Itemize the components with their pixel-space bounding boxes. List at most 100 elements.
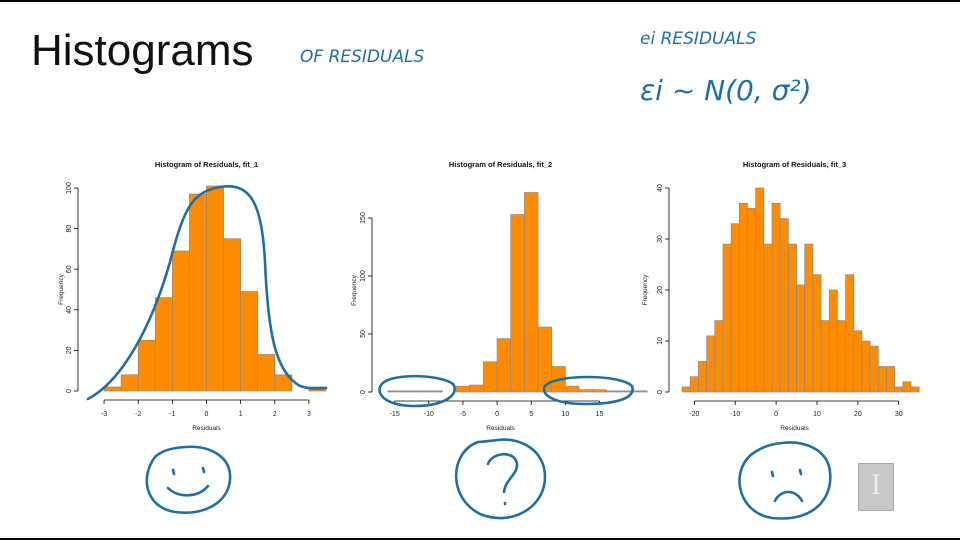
x-tick-label: -15 <box>390 411 400 418</box>
histogram-bar <box>414 390 430 393</box>
histogram-bar <box>804 243 814 393</box>
smiley-eye-right <box>201 466 206 474</box>
y-tick-label: 80 <box>66 225 73 233</box>
histogram-bar <box>886 366 895 393</box>
right-tail-circle <box>542 375 634 406</box>
logo-letter: I <box>871 468 881 501</box>
histogram-bar <box>578 389 594 393</box>
histogram-bar <box>837 320 846 393</box>
x-tick-label: 20 <box>854 411 862 418</box>
histogram-bar <box>605 390 621 393</box>
y-tick-label: 10 <box>657 337 664 345</box>
histogram-bar <box>714 320 724 393</box>
histogram-bar <box>592 389 607 393</box>
histogram-bar <box>747 208 757 393</box>
histogram-bar <box>483 361 498 393</box>
histogram-bar <box>910 386 920 393</box>
histogram-bar <box>738 202 748 393</box>
frown-eye-left <box>770 470 775 478</box>
frown-eye-right <box>798 468 803 476</box>
histogram-bar <box>771 202 781 393</box>
x-tick-label: -3 <box>101 411 107 418</box>
y-tick-label: 0 <box>360 390 367 394</box>
x-axis-label: Residuals <box>780 425 809 432</box>
histogram-bar <box>779 218 789 393</box>
x-tick-label: -20 <box>689 411 699 418</box>
x-tick-label: -5 <box>460 411 466 418</box>
histogram-1: Histogram of Residuals, fit_1 -3 -2 -1 0 1 2 3 R… <box>58 160 327 432</box>
chart-title: Histogram of Residuals, fit_3 <box>743 160 846 169</box>
slide-title: Histograms <box>31 26 254 75</box>
y-tick-label: 150 <box>360 212 367 224</box>
histogram-bar <box>387 390 402 393</box>
histogram-bar <box>120 374 139 392</box>
histogram-bar <box>257 354 276 392</box>
charts-group: Histogram of Residuals, fit_1-3 -2 -1 0 1 2 3R… <box>58 160 920 432</box>
x-tick-label: 10 <box>813 411 821 418</box>
histogram-bar <box>154 297 173 392</box>
histogram-bar <box>681 386 691 393</box>
y-tick-label: 100 <box>360 270 367 282</box>
x-tick-label: -10 <box>730 411 740 418</box>
histogram-bar <box>828 289 838 393</box>
x-tick-label: 30 <box>895 411 903 418</box>
y-axis-label: Frequency <box>351 274 358 305</box>
histogram-bar <box>689 376 699 393</box>
x-axis: -3 -2 -1 0 1 2 3 <box>101 399 311 418</box>
x-tick-label: 0 <box>495 411 499 418</box>
histogram-3: Histogram of Residuals, fit_3 -20 -10 0 10 20… <box>642 160 920 432</box>
y-tick-label: 30 <box>657 235 664 243</box>
histogram-bar <box>240 291 259 392</box>
histogram-bar <box>869 345 879 393</box>
histogram-bar <box>730 223 740 393</box>
y-tick-label: 0 <box>657 390 664 394</box>
histogram-bar <box>428 390 443 393</box>
histogram-bar <box>698 361 707 393</box>
y-tick-label: 20 <box>657 286 664 294</box>
y-tick-label: 50 <box>360 330 367 338</box>
x-tick-label: 15 <box>596 411 604 418</box>
x-tick-label: -1 <box>169 411 175 418</box>
y-axis-label: Frequency <box>58 273 65 304</box>
y-tick-label: 40 <box>657 184 664 192</box>
histogram-bar <box>633 390 648 393</box>
histogram-bar <box>524 192 539 393</box>
histogram-2: Histogram of Residuals, fit_2 -15 -10 -5 0 5 1… <box>351 160 648 432</box>
ink-overlay <box>86 184 832 520</box>
y-axis: 0 20 40 60 80 100 <box>66 182 79 393</box>
chart-title: Histogram of Residuals, fit_2 <box>449 160 552 169</box>
annotation-residuals: ei RESIDUALS <box>640 29 757 49</box>
smiley-mouth <box>166 484 210 497</box>
histogram-bar <box>902 381 912 393</box>
x-tick-label: -2 <box>135 411 141 418</box>
histogram-bar <box>455 385 471 393</box>
histogram-bar <box>189 193 207 392</box>
normal-curve-sketch <box>86 184 328 401</box>
histogram-bar <box>103 386 122 392</box>
frown-mouth <box>773 490 804 503</box>
x-axis-label: Residuals <box>192 425 221 432</box>
y-axis: 0 10 20 30 40 <box>657 184 670 394</box>
histogram-bar <box>223 238 241 392</box>
histogram-bar <box>722 243 732 393</box>
x-axis: -15 -10 -5 0 5 10 15 <box>390 400 604 418</box>
histogram-bar <box>172 250 190 392</box>
x-tick-label: 10 <box>561 411 569 418</box>
x-tick-label: -10 <box>424 411 434 418</box>
histogram-bar <box>510 214 525 393</box>
x-axis: -20 -10 0 10 20 30 <box>689 400 903 418</box>
histogram-bar <box>137 339 156 392</box>
histogram-bar <box>565 385 580 393</box>
x-tick-label: 2 <box>273 411 277 418</box>
histogram-bar <box>812 274 822 393</box>
x-tick-label: 0 <box>774 411 778 418</box>
x-tick-label: 5 <box>529 411 533 418</box>
histogram-bar <box>274 374 293 392</box>
histogram-bar <box>496 338 512 393</box>
histogram-bar <box>877 366 887 393</box>
y-tick-label: 20 <box>66 346 73 354</box>
histogram-bar <box>401 390 416 393</box>
histogram-bar <box>706 335 716 393</box>
